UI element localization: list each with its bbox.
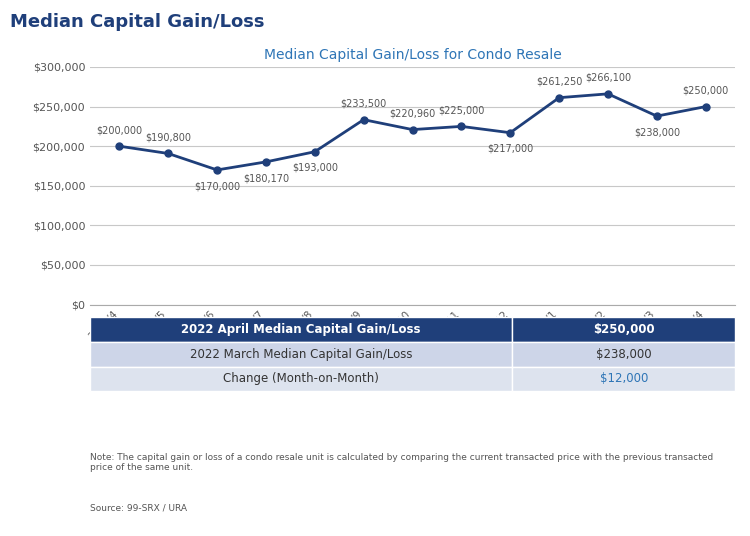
- Text: $250,000: $250,000: [593, 323, 655, 336]
- Text: $220,960: $220,960: [389, 108, 436, 118]
- Text: $217,000: $217,000: [487, 144, 533, 154]
- Text: Note: The capital gain or loss of a condo resale unit is calculated by comparing: Note: The capital gain or loss of a cond…: [90, 453, 713, 472]
- Bar: [90, 367, 512, 391]
- Text: $266,100: $266,100: [585, 73, 631, 83]
- Text: $12,000: $12,000: [599, 373, 648, 385]
- Text: $190,800: $190,800: [146, 132, 191, 143]
- Text: $233,500: $233,500: [340, 99, 387, 109]
- Title: Median Capital Gain/Loss for Condo Resale: Median Capital Gain/Loss for Condo Resal…: [264, 48, 561, 62]
- Text: $238,000: $238,000: [596, 348, 652, 361]
- Bar: [90, 317, 512, 342]
- Text: $250,000: $250,000: [682, 85, 729, 95]
- Bar: [512, 317, 735, 342]
- Text: $225,000: $225,000: [438, 105, 485, 115]
- Text: 2022 April Median Capital Gain/Loss: 2022 April Median Capital Gain/Loss: [182, 323, 421, 336]
- Bar: [512, 342, 735, 367]
- Text: 2022 March Median Capital Gain/Loss: 2022 March Median Capital Gain/Loss: [190, 348, 412, 361]
- Bar: [90, 342, 512, 367]
- Text: Source: 99-SRX / URA: Source: 99-SRX / URA: [90, 504, 187, 513]
- Text: $170,000: $170,000: [194, 181, 240, 191]
- Text: $200,000: $200,000: [96, 125, 142, 135]
- Text: $193,000: $193,000: [292, 163, 338, 173]
- Bar: [512, 367, 735, 391]
- Text: Median Capital Gain/Loss: Median Capital Gain/Loss: [10, 13, 264, 32]
- Text: $238,000: $238,000: [634, 127, 680, 137]
- Text: $261,250: $261,250: [536, 77, 582, 87]
- Text: Change (Month-on-Month): Change (Month-on-Month): [224, 373, 380, 385]
- Text: $180,170: $180,170: [243, 173, 289, 183]
